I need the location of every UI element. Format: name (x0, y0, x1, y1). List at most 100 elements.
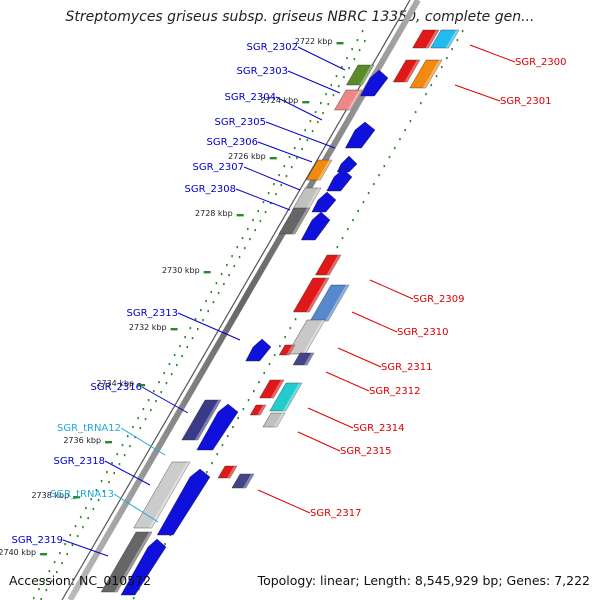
gene-feature-SGR_2317a[interactable] (217, 465, 238, 479)
kbp-tick-mark (302, 101, 310, 104)
gene-label-SGR_2313[interactable]: SGR_2313 (127, 308, 179, 319)
kbp-tick-label: 2728 kbp (195, 209, 233, 218)
gene-label-SGR_2311[interactable]: SGR_2311 (381, 362, 433, 373)
gene-feature-SGR_2314a[interactable] (259, 379, 285, 399)
kbp-tick-label: 2736 kbp (63, 436, 101, 445)
kbp-tick-mark (170, 328, 178, 331)
gene-feature-SGR_2301b[interactable] (392, 59, 421, 83)
leader-line-SGR_2306 (257, 141, 313, 163)
gene-feature-SGR_2304[interactable] (334, 89, 363, 111)
leader-line-SGR_2307 (243, 166, 301, 191)
accession-text: Accession: NC_010572 (9, 573, 152, 588)
gene-feature-SGR_2308[interactable] (278, 207, 311, 235)
gene-label-SGR_tRNA12[interactable]: SGR_tRNA12 (57, 423, 121, 434)
gene-label-SGR_2300[interactable]: SGR_2300 (515, 57, 567, 68)
gene-feature-SGR_2318[interactable] (133, 461, 191, 529)
kbp-tick-mark (203, 271, 211, 274)
kbp-tick-mark (336, 42, 344, 45)
gene-feature-SGR_2300[interactable] (412, 29, 440, 49)
gene-label-SGR_2315[interactable]: SGR_2315 (340, 446, 392, 457)
gene-feature-SGR_2302[interactable] (346, 64, 375, 86)
gene-label-SGR_2310[interactable]: SGR_2310 (397, 327, 449, 338)
kbp-tick-label: 2726 kbp (228, 152, 266, 161)
gene-feature-SGR_2310b[interactable] (309, 284, 350, 322)
page-title: Streptomyces griseus subsp. griseus NBRC… (65, 9, 535, 25)
ruler-dotted-line (32, 30, 364, 600)
leader-line-SGR_2315 (297, 431, 341, 452)
leader-line-SGR_2318 (104, 460, 151, 486)
gene-label-SGR_2309[interactable]: SGR_2309 (413, 294, 465, 305)
gene-label-SGR_2306[interactable]: SGR_2306 (207, 137, 259, 148)
leader-line-SGR_2313 (177, 312, 241, 341)
gene-label-SGR_2301[interactable]: SGR_2301 (500, 96, 552, 107)
gene-label-SGR_tRNA13[interactable]: SGR_tRNA13 (50, 489, 114, 500)
gene-feature-SGR_2300b[interactable] (430, 29, 460, 49)
gene-feature-SGR_2307b[interactable] (326, 168, 353, 192)
leader-line-SGR_2309 (369, 279, 414, 300)
gene-feature-SGR_2305[interactable] (345, 121, 376, 149)
kbp-tick-label: 2730 kbp (162, 266, 200, 275)
kbp-tick-label: 2738 kbp (31, 491, 69, 500)
leader-line-SGR_tRNA13 (113, 493, 159, 523)
leader-line-SGR_2301 (454, 84, 501, 102)
leader-line-SGR_2303 (287, 70, 341, 94)
leader-line-SGR_tRNA12 (120, 427, 166, 456)
gene-feature-SGR_2309[interactable] (315, 254, 342, 276)
gene-feature-SGR_2313[interactable] (245, 338, 272, 362)
gene-feature-SGR_2319b[interactable] (120, 538, 167, 596)
leader-line-SGR_2316 (141, 386, 189, 414)
kbp-tick-mark (269, 157, 277, 160)
gene-feature-SGR_2314[interactable] (269, 382, 303, 412)
gene-label-SGR_2308[interactable]: SGR_2308 (185, 184, 237, 195)
gene-label-SGR_2318[interactable]: SGR_2318 (54, 456, 106, 467)
gene-feature-SGR_2302b[interactable] (360, 69, 389, 97)
gene-feature-SGR_2315[interactable] (262, 412, 286, 428)
gene-feature-SGR_2308c[interactable] (300, 211, 331, 241)
gene-feature-SGR_2315a[interactable] (249, 404, 267, 416)
leader-line-SGR_2310 (351, 311, 398, 333)
kbp-tick-label: 2740 kbp (0, 548, 36, 557)
chromosome-backbone (67, 0, 421, 600)
gene-feature-SGR_2317[interactable] (231, 473, 255, 489)
leader-line-SGR_2300 (469, 44, 516, 63)
gene-label-SGR_2302[interactable]: SGR_2302 (247, 42, 299, 53)
leader-line-SGR_2304 (275, 96, 323, 121)
gene-feature-SGR_2311b[interactable] (278, 344, 296, 356)
leader-line-SGR_2317 (257, 489, 311, 514)
gene-label-SGR_2316[interactable]: SGR_2316 (91, 382, 143, 393)
kbp-tick-label: 2724 kbp (261, 96, 299, 105)
gene-feature-SGR_2306[interactable] (336, 155, 358, 173)
leader-line-SGR_2302 (297, 46, 346, 71)
kbp-ruler (40, 40, 366, 600)
kbp-tick-label: 2722 kbp (295, 37, 333, 46)
kbp-tick-mark (105, 441, 113, 444)
kbp-tick-label: 2734 kbp (96, 379, 134, 388)
gene-label-SGR_2319[interactable]: SGR_2319 (12, 535, 64, 546)
gene-feature-SGR_2310[interactable] (292, 277, 330, 313)
kbp-tick-mark (73, 496, 81, 499)
gene-feature-SGR_2316b[interactable] (196, 403, 239, 451)
leader-line-SGR_2312 (325, 371, 370, 392)
gene-feature-SGR_2319[interactable] (100, 531, 153, 593)
gene-label-SGR_2303[interactable]: SGR_2303 (237, 66, 289, 77)
gene-label-SGR_2312[interactable]: SGR_2312 (369, 386, 421, 397)
kbp-tick-mark (40, 553, 48, 556)
gene-feature-SGR_2312[interactable] (292, 352, 315, 366)
gene-feature-SGR_2308b[interactable] (311, 191, 337, 213)
gene-label-SGR_2305[interactable]: SGR_2305 (215, 117, 267, 128)
gene-feature-SGR_2316[interactable] (181, 399, 222, 441)
leader-line-SGR_2305 (265, 121, 336, 149)
gene-feature-SGR_2318b[interactable] (156, 468, 211, 536)
gene-label-SGR_2307[interactable]: SGR_2307 (193, 162, 245, 173)
leader-line-SGR_2319 (62, 539, 109, 557)
gene-label-SGR_2304[interactable]: SGR_2304 (225, 92, 277, 103)
gene-label-SGR_2314[interactable]: SGR_2314 (353, 423, 405, 434)
kbp-tick-label: 2732 kbp (129, 323, 167, 332)
leader-line-SGR_2308 (235, 188, 291, 211)
genome-summary-text: Topology: linear; Length: 8,545,929 bp; … (257, 573, 590, 588)
leader-line-SGR_2314 (307, 407, 354, 429)
gene-label-SGR_2317[interactable]: SGR_2317 (310, 508, 362, 519)
gene-feature-SGR_2301[interactable] (409, 59, 443, 89)
gene-feature-SGR_2307[interactable] (306, 159, 333, 181)
